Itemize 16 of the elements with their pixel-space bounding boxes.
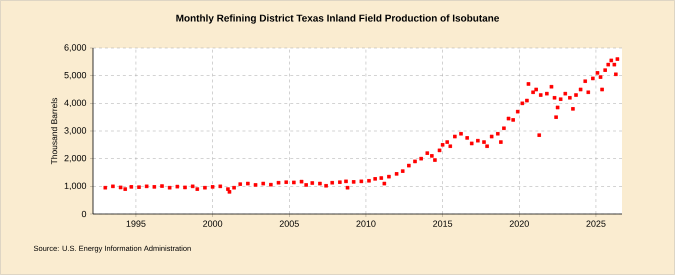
y-tick-label: 1,000 [64,182,86,190]
x-tick-label: 2025 [586,220,606,227]
y-tick-label: 6,000 [64,44,86,52]
x-tick-label: 2005 [280,220,299,227]
y-tick-label: 3,000 [64,127,86,135]
chart-title: Monthly Refining District Texas Inland Field Production of Isobutane [176,14,499,24]
x-tick-label: 2000 [203,220,222,227]
x-tick-label: 2015 [433,220,452,227]
y-axis-title: Thousand Barrels [50,98,58,164]
y-tick-label: 0 [82,210,86,218]
x-tick-label: 2020 [510,220,529,227]
x-tick-label: 1995 [126,220,146,227]
y-tick-label: 5,000 [64,72,86,80]
y-tick-label: 2,000 [64,154,86,162]
x-tick-label: 2010 [356,220,376,227]
y-tick-label: 4,000 [64,100,86,108]
